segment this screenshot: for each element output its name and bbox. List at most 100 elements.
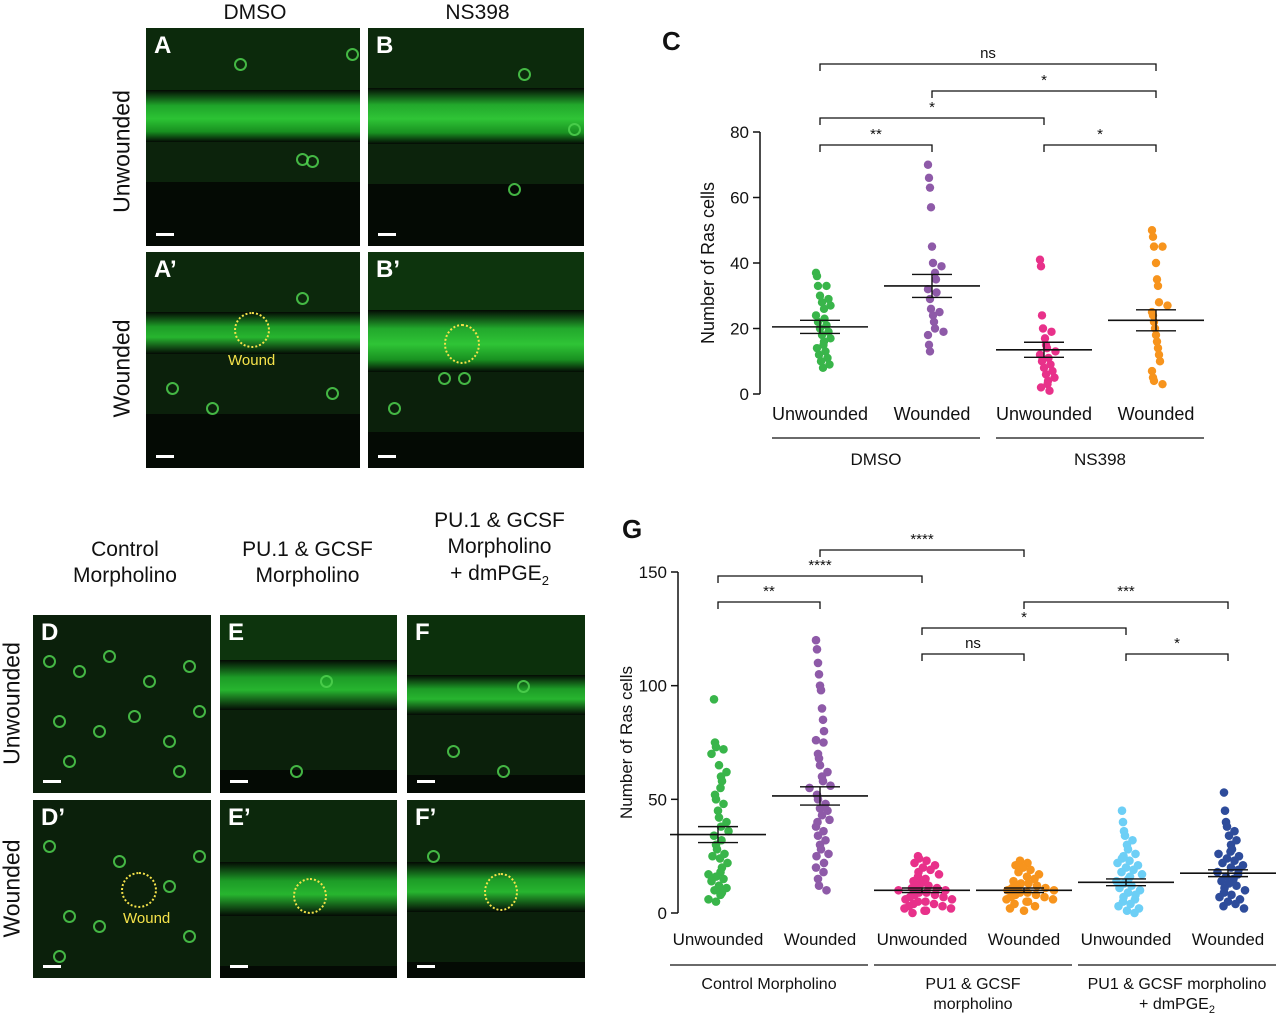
- data-point: [1043, 379, 1052, 389]
- data-point: [929, 317, 939, 327]
- data-point: [923, 160, 933, 169]
- col-label-ns398: NS398: [445, 1, 510, 24]
- data-point: [922, 856, 931, 866]
- data-point: [818, 715, 828, 725]
- chart-c: C 0 20 40 60 80 Number of Ras cells Unwounded Wo…: [662, 26, 1204, 469]
- data-point: [1163, 301, 1172, 310]
- micrograph-e: E: [220, 615, 397, 793]
- data-point: [813, 831, 823, 841]
- data-point: [1148, 232, 1158, 241]
- row-label-wounded-lower: Wounded: [0, 839, 25, 938]
- data-point: [813, 658, 823, 668]
- data-point: [925, 347, 935, 356]
- row-label-wounded: Wounded: [108, 319, 135, 418]
- category-label: Unwounded: [1081, 930, 1172, 949]
- data-point: [901, 895, 910, 904]
- data-point: [1129, 865, 1138, 875]
- data-point: [928, 311, 938, 320]
- row-label-unwounded: Unwounded: [108, 90, 135, 213]
- category-label: Unwounded: [673, 930, 764, 949]
- scale-bar: [378, 455, 396, 458]
- significance-bracket: [819, 144, 933, 152]
- data-point: [822, 281, 831, 291]
- significance-label: *: [1174, 635, 1180, 652]
- group-label: DMSO: [851, 450, 902, 469]
- col-label-dmso: DMSO: [223, 1, 287, 24]
- col-label-pu1-gcsf-morpholino: PU.1 & GCSF Morpholino: [242, 538, 373, 588]
- data-point: [826, 781, 835, 790]
- data-point: [1214, 849, 1223, 859]
- row-label-unwounded-lower: Unwounded: [0, 642, 25, 765]
- y-tick-label: 80: [730, 123, 749, 142]
- data-point: [1231, 899, 1240, 909]
- data-point: [819, 867, 828, 877]
- data-point: [817, 298, 827, 307]
- data-point: [1220, 806, 1230, 815]
- data-point: [719, 745, 728, 754]
- significance-label: *: [929, 99, 935, 116]
- data-point: [714, 760, 724, 770]
- significance-label: ns: [965, 635, 981, 652]
- data-point: [925, 183, 935, 192]
- data-point: [930, 890, 940, 900]
- data-point: [930, 324, 940, 333]
- data-point: [1218, 858, 1227, 868]
- category-label: Wounded: [1118, 404, 1195, 424]
- wound-circle: [121, 872, 157, 908]
- data-point: [1123, 845, 1133, 854]
- data-point: [947, 895, 957, 904]
- scale-bar: [230, 965, 248, 968]
- data-point: [818, 363, 828, 372]
- data-point: [1147, 226, 1157, 235]
- y-tick-label: 20: [730, 320, 749, 339]
- data-point: [923, 285, 933, 294]
- data-point: [816, 357, 826, 366]
- data-point: [908, 908, 917, 918]
- data-point: [939, 892, 948, 902]
- data-point: [713, 806, 723, 815]
- data-point: [824, 294, 833, 304]
- data-point: [1240, 885, 1250, 895]
- data-point: [1117, 806, 1127, 815]
- data-point: [934, 870, 944, 879]
- data-point: [1117, 867, 1126, 877]
- significance-label: *: [1041, 72, 1047, 89]
- significance-bracket: [1023, 601, 1229, 609]
- data-point: [1002, 895, 1011, 904]
- data-point: [825, 360, 834, 369]
- data-point: [811, 311, 821, 320]
- data-point: [1148, 311, 1158, 320]
- data-point: [1151, 258, 1161, 268]
- significance-bracket: [921, 653, 1025, 661]
- data-point: [724, 826, 733, 836]
- data-point: [818, 776, 828, 786]
- data-point: [814, 350, 824, 359]
- data-point: [1226, 847, 1235, 856]
- micrograph-a-prime: A’ Wound: [146, 252, 360, 468]
- data-point: [704, 870, 713, 879]
- category-label: Wounded: [894, 404, 971, 424]
- data-point: [1030, 874, 1039, 884]
- data-point: [926, 865, 935, 875]
- data-point: [932, 288, 941, 297]
- data-point: [1154, 298, 1164, 307]
- data-point: [811, 635, 821, 645]
- data-point: [1131, 849, 1140, 859]
- data-point: [816, 845, 826, 854]
- panel-letter-d: D: [41, 619, 59, 646]
- data-point: [1036, 383, 1046, 392]
- data-point: [1147, 366, 1157, 376]
- data-point: [815, 804, 825, 813]
- data-point: [910, 858, 919, 868]
- data-point: [1120, 831, 1130, 841]
- data-point: [811, 735, 821, 745]
- data-point: [1011, 860, 1020, 870]
- data-point: [1215, 892, 1224, 902]
- data-point: [1158, 379, 1167, 389]
- panel-letter-g: G: [622, 514, 642, 544]
- micrograph-b: B: [368, 28, 584, 246]
- wound-label: Wound: [228, 352, 276, 369]
- data-point: [1040, 334, 1050, 343]
- data-point: [1114, 901, 1123, 911]
- group-label: PU1 & GCSF morpholino: [1088, 976, 1267, 993]
